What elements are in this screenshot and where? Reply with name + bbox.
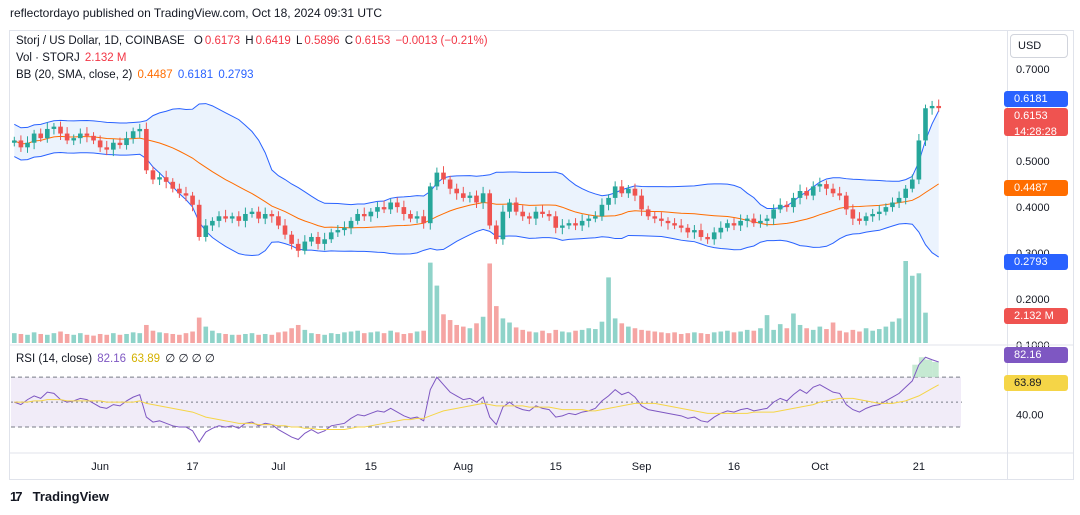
volume-legend[interactable]: Vol · STORJ 2.132 M xyxy=(16,52,128,64)
symbol-name[interactable]: Storj / US Dollar, 1D, COINBASE xyxy=(16,35,185,47)
last-price: 0.6153 xyxy=(1014,110,1048,122)
bar-countdown: 14:28:28 xyxy=(1014,126,1057,138)
close-label: C xyxy=(344,35,354,47)
bb-basis-value: 0.4487 xyxy=(137,69,173,81)
tradingview-logo-icon: 17 xyxy=(10,489,22,504)
bb-upper-badge: 0.6181 xyxy=(1004,91,1068,107)
rsi-legend[interactable]: RSI (14, close) 82.16 63.89 ∅ ∅ ∅ ∅ xyxy=(16,351,217,365)
bb-lower-value: 0.2793 xyxy=(218,69,254,81)
bb-upper-value: 0.6181 xyxy=(177,69,214,81)
bb-label: BB (20, SMA, close, 2) xyxy=(16,69,133,81)
low-value: 0.5896 xyxy=(304,35,340,47)
bb-basis-badge: 0.4487 xyxy=(1004,180,1068,196)
change-value: −0.0013 (−0.21%) xyxy=(395,35,488,47)
high-value: 0.6419 xyxy=(255,35,291,47)
close-value: 0.6153 xyxy=(355,35,391,47)
brand-name: TradingView xyxy=(32,489,109,504)
chart-pane[interactable] xyxy=(9,30,1008,480)
open-label: O xyxy=(193,35,203,47)
price-axis-panel[interactable] xyxy=(1007,30,1074,480)
price-badge: 0.6153 14:28:28 xyxy=(1004,108,1068,138)
publish-info: reflectordayo published on TradingView.c… xyxy=(10,6,382,20)
volume-value: 2.132 M xyxy=(84,52,127,64)
volume-label: Vol · STORJ xyxy=(16,52,80,64)
low-label: L xyxy=(295,35,303,47)
rsi-extra-values: ∅ ∅ ∅ ∅ xyxy=(165,353,215,365)
high-label: H xyxy=(245,35,254,47)
tradingview-logo[interactable]: 17 TradingView xyxy=(10,489,109,504)
symbol-legend: Storj / US Dollar, 1D, COINBASE O 0.6173 … xyxy=(16,35,490,47)
rsi-label: RSI (14, close) xyxy=(16,353,93,365)
bb-legend[interactable]: BB (20, SMA, close, 2) 0.4487 0.6181 0.2… xyxy=(16,69,256,81)
open-value: 0.6173 xyxy=(204,35,241,47)
volume-badge: 2.132 M xyxy=(1004,308,1068,324)
rsi-ma-badge: 63.89 xyxy=(1004,375,1068,391)
rsi-ma-value: 63.89 xyxy=(131,353,161,365)
bb-lower-badge: 0.2793 xyxy=(1004,254,1068,270)
currency-button[interactable]: USD xyxy=(1010,34,1068,58)
rsi-value: 82.16 xyxy=(97,353,127,365)
rsi-badge: 82.16 xyxy=(1004,347,1068,363)
